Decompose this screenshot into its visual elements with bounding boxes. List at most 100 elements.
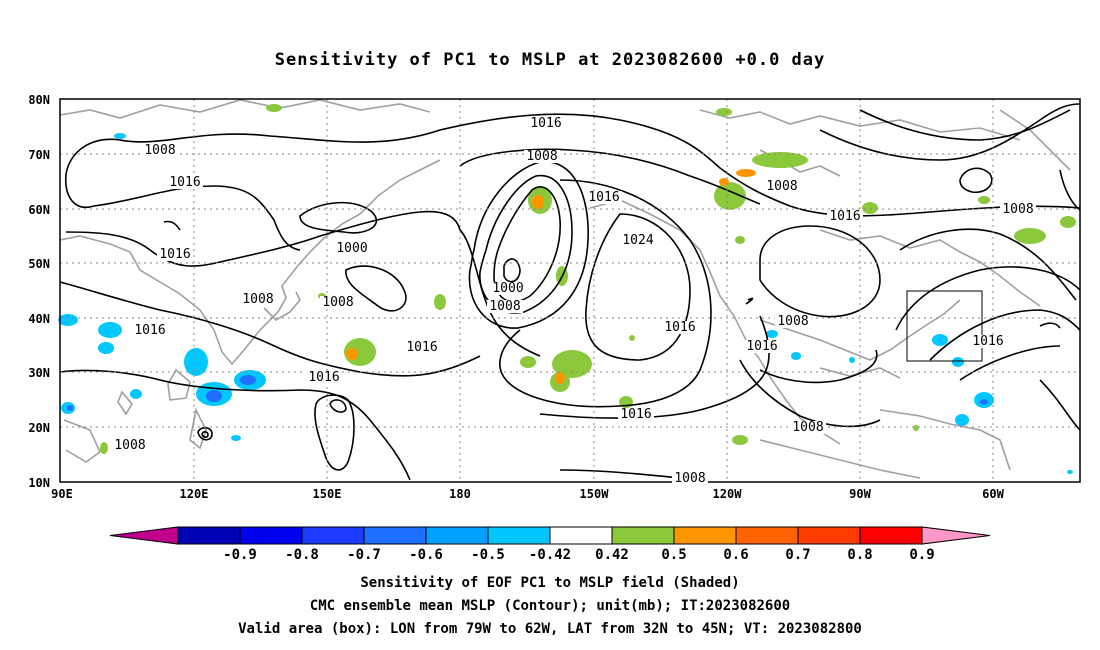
contour-label: 1008 [766, 179, 797, 194]
colorbar-tick-label: -0.8 [285, 547, 319, 563]
contour-label-bg [112, 439, 148, 452]
contour-label: 1008 [526, 149, 557, 164]
colorbar-tick-label: -0.7 [347, 547, 381, 563]
colorbar: -0.9 -0.8 -0.7 -0.6 -0.5 -0.42 0.42 0.5 0.6 0.7 0.… [109, 526, 991, 563]
contour-label: 1016 [620, 407, 651, 422]
contour-label-bg [240, 293, 276, 306]
contour-label-bg [132, 324, 168, 337]
colorbar-tick-label: 0.9 [909, 547, 934, 563]
colorbar-tick-label: 0.42 [595, 547, 629, 563]
colorbar-segment [239, 526, 303, 545]
colorbar-segment [611, 526, 675, 545]
contour-label: 1008 [114, 438, 145, 453]
contour-label-bg [662, 321, 698, 334]
contour-label: 1008 [674, 471, 705, 486]
colorbar-segment [549, 526, 613, 545]
contour-label-bg [790, 421, 826, 434]
mslp-contours [59, 103, 1081, 481]
colorbar-tick-label: 0.8 [847, 547, 872, 563]
contour-label: 1016 [664, 320, 695, 335]
contour-label: 1016 [530, 116, 561, 131]
colorbar-tick-label: 0.5 [661, 547, 686, 563]
longitude-axis: 90E 120E 150E 180 150W 120W 90W 60W [51, 487, 1004, 501]
contour-label-bg [404, 341, 440, 354]
colorbar-tick-label: -0.6 [409, 547, 443, 563]
map-frame [59, 98, 1081, 483]
lat-label-10n: 10N [28, 476, 50, 490]
contour-label: 1016 [159, 247, 190, 262]
contour-label: 1008 [489, 299, 520, 314]
contour-label: 1024 [622, 233, 653, 248]
colorbar-segment [487, 526, 551, 545]
map-title: Sensitivity of PC1 to MSLP at 2023082600… [274, 50, 826, 70]
lat-label-20n: 20N [28, 421, 50, 435]
colorbar-tick-label: -0.42 [529, 547, 571, 563]
contour-label: 1000 [492, 281, 523, 296]
contour-label: 1008 [144, 143, 175, 158]
contour-label-bg [157, 248, 193, 261]
lat-label-50n: 50N [28, 257, 50, 271]
caption-line-2: CMC ensemble mean MSLP (Contour); unit(m… [309, 598, 791, 614]
lon-label-150e: 150E [313, 487, 342, 501]
contour-label: 1016 [406, 340, 437, 355]
contour-label-bg [620, 234, 656, 247]
contour-label-bg [334, 242, 370, 255]
contour-label-bg [1000, 203, 1036, 216]
lon-label-120e: 120E [180, 487, 209, 501]
contour-label: 1016 [308, 370, 339, 385]
contour-label: 1008 [777, 314, 808, 329]
contour-label-bg [970, 335, 1006, 348]
caption-line-1: Sensitivity of EOF PC1 to MSLP field (Sh… [360, 575, 740, 591]
contour-label-bg [528, 117, 564, 130]
colorbar-segment [363, 526, 427, 545]
colorbar-tick-label: 0.6 [723, 547, 748, 563]
contour-label-bg [586, 191, 622, 204]
colorbar-tick-label: 0.7 [785, 547, 810, 563]
contour-label-bg [142, 144, 178, 157]
colorbar-extend-low [109, 526, 179, 545]
contour-label: 1008 [792, 420, 823, 435]
contour-label: 1016 [829, 209, 860, 224]
contour-label-bg [524, 150, 560, 163]
contour-label-bg [744, 340, 780, 353]
contour-label-bg [167, 176, 203, 189]
lat-label-70n: 70N [28, 148, 50, 162]
colorbar-extend-high [921, 526, 991, 545]
contour-label: 1000 [336, 241, 367, 256]
lat-lon-grid [60, 99, 1080, 482]
contour-label-bg [306, 371, 342, 384]
contour-label-bg [775, 315, 811, 328]
colorbar-segment [859, 526, 923, 545]
lon-label-120w: 120W [713, 487, 743, 501]
contour-label-bg [764, 180, 800, 193]
contour-label: 1008 [242, 292, 273, 307]
lon-label-90e: 90E [51, 487, 73, 501]
sensitivity-shading [58, 104, 1076, 474]
colorbar-segment [673, 526, 737, 545]
contour-label: 1016 [134, 323, 165, 338]
contour-label: 1016 [169, 175, 200, 190]
colorbar-segment [425, 526, 489, 545]
colorbar-segment [177, 526, 241, 545]
contour-label: 1008 [1002, 202, 1033, 217]
lon-label-90w: 90W [849, 487, 871, 501]
lon-label-150w: 150W [580, 487, 610, 501]
coastlines [59, 99, 1071, 479]
contour-label-bg [827, 210, 863, 223]
colorbar-segment [797, 526, 861, 545]
contour-label: 1016 [588, 190, 619, 205]
caption-line-3: Valid area (box): LON from 79W to 62W, L… [238, 621, 862, 637]
lat-label-80n: 80N [28, 93, 50, 107]
colorbar-tick-label: -0.9 [223, 547, 257, 563]
contour-label: 1016 [746, 339, 777, 354]
contour-label-bg [672, 472, 708, 485]
contour-label: 1008 [322, 295, 353, 310]
colorbar-segment [301, 526, 365, 545]
lat-label-40n: 40N [28, 312, 50, 326]
lat-label-30n: 30N [28, 366, 50, 380]
lat-label-60n: 60N [28, 203, 50, 217]
contour-label-bg [618, 408, 654, 421]
contour-label-bg [490, 282, 526, 295]
contour-label: 1016 [972, 334, 1003, 349]
